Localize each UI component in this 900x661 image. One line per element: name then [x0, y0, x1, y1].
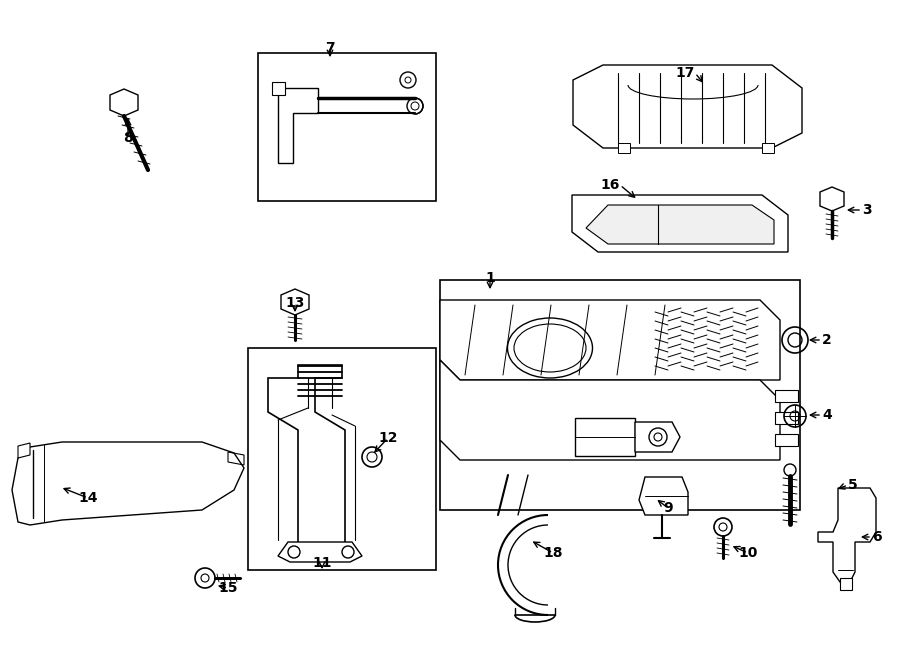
Text: 18: 18: [544, 546, 562, 560]
Text: 12: 12: [378, 431, 398, 445]
Polygon shape: [572, 195, 788, 252]
Polygon shape: [586, 205, 774, 244]
Text: 17: 17: [676, 66, 695, 80]
Polygon shape: [573, 65, 802, 148]
Polygon shape: [840, 578, 852, 590]
Polygon shape: [575, 418, 635, 456]
Text: 9: 9: [663, 501, 673, 515]
Polygon shape: [618, 143, 630, 153]
Text: 7: 7: [325, 41, 335, 55]
Polygon shape: [820, 187, 844, 211]
Text: 15: 15: [218, 581, 238, 595]
Polygon shape: [775, 434, 798, 446]
Text: 14: 14: [78, 491, 98, 505]
Text: 3: 3: [862, 203, 871, 217]
Bar: [258, 53, 436, 201]
Text: 4: 4: [822, 408, 832, 422]
Polygon shape: [818, 488, 876, 582]
Text: 13: 13: [285, 296, 305, 310]
Text: 11: 11: [312, 556, 332, 570]
Polygon shape: [281, 289, 309, 315]
Polygon shape: [268, 365, 345, 548]
Polygon shape: [440, 360, 780, 460]
Text: 6: 6: [872, 530, 882, 544]
Polygon shape: [775, 390, 798, 402]
Polygon shape: [12, 442, 244, 525]
Polygon shape: [775, 412, 798, 424]
Polygon shape: [278, 88, 318, 163]
Text: 1: 1: [485, 271, 495, 285]
Polygon shape: [440, 300, 780, 380]
Bar: [248, 348, 436, 570]
Polygon shape: [110, 89, 138, 116]
Polygon shape: [639, 477, 688, 515]
Polygon shape: [18, 443, 30, 458]
Text: 10: 10: [738, 546, 758, 560]
Polygon shape: [272, 82, 285, 95]
Text: 16: 16: [600, 178, 620, 192]
Polygon shape: [278, 542, 362, 562]
Text: 5: 5: [848, 478, 858, 492]
Polygon shape: [635, 422, 680, 452]
Bar: [440, 280, 800, 510]
Text: 2: 2: [822, 333, 832, 347]
Text: 8: 8: [123, 131, 133, 145]
Polygon shape: [762, 143, 774, 153]
